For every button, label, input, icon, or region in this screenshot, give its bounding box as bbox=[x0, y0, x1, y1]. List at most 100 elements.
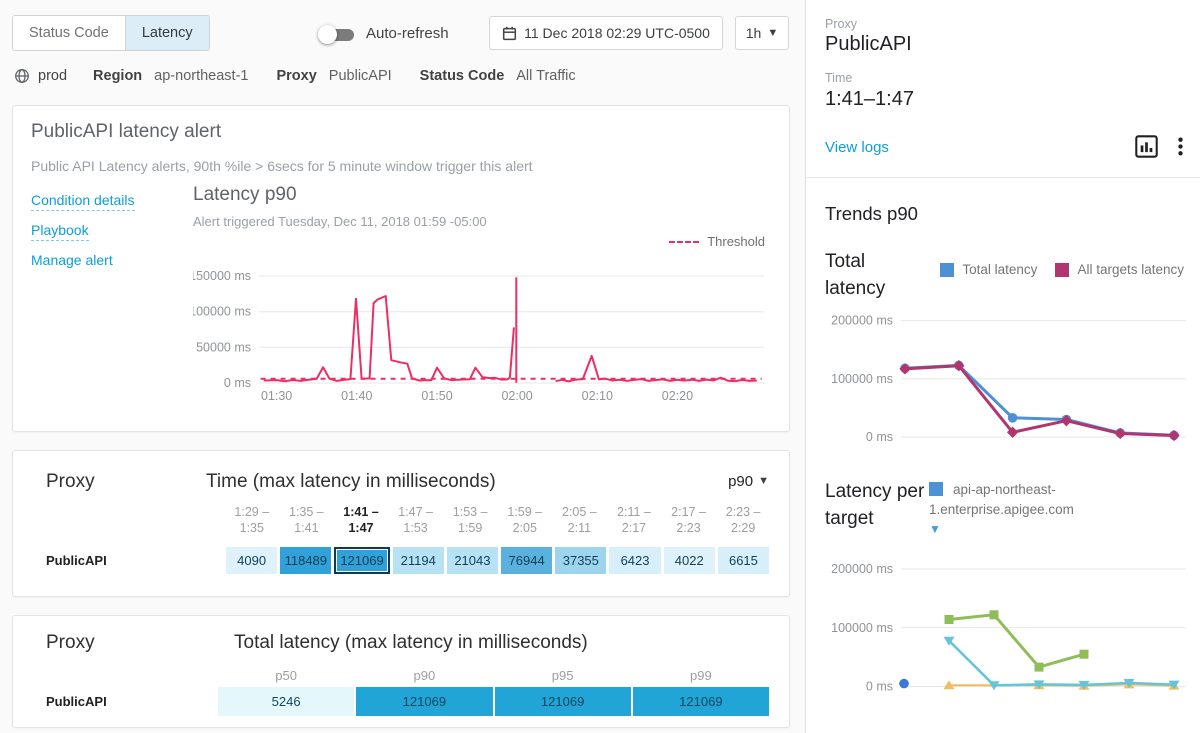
latency-heatmap-cell[interactable]: 6615 bbox=[717, 547, 770, 574]
detail-side-panel: Proxy PublicAPI Time 1:41–1:47 View logs… bbox=[805, 0, 1200, 733]
link-condition-details[interactable]: Condition details bbox=[31, 192, 135, 211]
proxy-label: Proxy bbox=[825, 17, 857, 31]
percentile-columns: p50 p90 p95 p99 bbox=[218, 668, 769, 683]
filter-bar: prod Region ap-northeast-1 Proxy PublicAPI S… bbox=[14, 64, 604, 88]
svg-text:02:10: 02:10 bbox=[582, 389, 613, 403]
view-tabs: Status Code Latency bbox=[12, 15, 210, 51]
alert-description: Public API Latency alerts, 90th %ile > 6… bbox=[31, 158, 533, 174]
alert-chart-subtitle: Alert triggered Tuesday, Dec 11, 2018 01… bbox=[193, 214, 487, 229]
percentile-header-p50: p50 bbox=[275, 668, 297, 683]
alert-title: PublicAPI latency alert bbox=[31, 121, 222, 142]
time-range-header[interactable]: 2:17 –2:23 bbox=[671, 505, 706, 535]
svg-text:0 ms: 0 ms bbox=[866, 680, 893, 694]
latency-p90-chart[interactable]: 0 ms 50000 ms 100000 ms 150000 ms 01:30 01:40… bbox=[193, 252, 778, 414]
filter-value-status-code[interactable]: All Traffic bbox=[516, 68, 576, 84]
total-table-title: Total latency (max latency in millisecon… bbox=[234, 632, 588, 653]
interval-value: 1h bbox=[745, 25, 762, 41]
target-legend: api-ap-northeast-1.enterprise.apigee.com bbox=[929, 480, 1181, 520]
svg-text:01:50: 01:50 bbox=[421, 389, 452, 403]
trends-title: Trends p90 bbox=[825, 203, 918, 224]
latency-heatmap-cell[interactable]: 21194 bbox=[392, 547, 444, 574]
proxy-row-label: PublicAPI bbox=[46, 694, 107, 709]
view-logs-link[interactable]: View logs bbox=[825, 139, 889, 156]
svg-text:01:40: 01:40 bbox=[341, 389, 372, 403]
time-range-header[interactable]: 2:11 –2:17 bbox=[617, 505, 651, 535]
environment-value[interactable]: prod bbox=[38, 68, 68, 84]
latency-heatmap-cell[interactable]: 21043 bbox=[446, 547, 499, 574]
time-latency-card: Proxy Time (max latency in milliseconds)… bbox=[12, 450, 790, 597]
time-range-header[interactable]: 2:05 –2:11 bbox=[561, 505, 597, 535]
total-cells: 5246 121069 121069 121069 bbox=[218, 687, 769, 716]
latency-heatmap-cell[interactable]: 4022 bbox=[663, 547, 715, 574]
proxy-value: PublicAPI bbox=[825, 33, 912, 55]
svg-text:200000 ms: 200000 ms bbox=[831, 562, 893, 576]
latency-heatmap-cell[interactable]: 76944 bbox=[501, 547, 553, 574]
interval-dropdown[interactable]: 1h ▼ bbox=[735, 16, 789, 50]
calendar-icon bbox=[503, 26, 517, 40]
tab-latency[interactable]: Latency bbox=[124, 16, 209, 50]
chevron-down-icon: ▼ bbox=[767, 26, 779, 39]
total-latency-cell[interactable]: 121069 bbox=[494, 687, 631, 716]
date-range-button[interactable]: 11 Dec 2018 02:29 UTC-0500 bbox=[489, 16, 723, 50]
latency-per-target-chart[interactable]: 0 ms 100000 ms 200000 ms bbox=[821, 550, 1196, 710]
divider bbox=[806, 177, 1200, 178]
time-range-header[interactable]: 1:53 –1:59 bbox=[452, 505, 488, 535]
total-latency-cell[interactable]: 5246 bbox=[218, 687, 355, 716]
filter-value-proxy[interactable]: PublicAPI bbox=[328, 68, 392, 84]
svg-text:150000 ms: 150000 ms bbox=[193, 269, 251, 283]
filter-label-status-code: Status Code bbox=[419, 68, 505, 84]
alert-chart-title: Latency p90 bbox=[193, 184, 297, 205]
filter-label-region: Region bbox=[93, 68, 143, 84]
time-range-header[interactable]: 2:23 –2:29 bbox=[725, 505, 761, 535]
svg-text:01:30: 01:30 bbox=[261, 389, 292, 403]
percentile-header-p90: p90 bbox=[413, 668, 436, 683]
svg-text:200000 ms: 200000 ms bbox=[831, 314, 893, 328]
total-latency-card: Proxy Total latency (max latency in mill… bbox=[12, 615, 790, 728]
alert-card: PublicAPI latency alert Public API Laten… bbox=[12, 105, 790, 432]
tab-status-code[interactable]: Status Code bbox=[13, 16, 125, 50]
link-manage-alert[interactable]: Manage alert bbox=[31, 252, 113, 268]
percentile-header-p95: p95 bbox=[551, 668, 574, 683]
date-range-value: 11 Dec 2018 02:29 UTC-0500 bbox=[524, 25, 710, 41]
time-cells: 4090 118489 121069 21194 21043 76944 37355 6423… bbox=[226, 547, 770, 574]
total-latency-cell[interactable]: 121069 bbox=[356, 687, 493, 716]
percentile-dropdown[interactable]: p90 ▼ bbox=[728, 473, 769, 490]
svg-text:100000 ms: 100000 ms bbox=[193, 305, 251, 319]
latency-heatmap-cell[interactable]: 4090 bbox=[226, 547, 278, 574]
svg-text:50000 ms: 50000 ms bbox=[196, 340, 251, 354]
total-latency-trend-chart[interactable]: 0 ms 100000 ms 200000 ms bbox=[821, 298, 1196, 463]
proxy-column-header: Proxy bbox=[46, 632, 95, 653]
latency-heatmap-cell[interactable]: 6423 bbox=[609, 547, 661, 574]
svg-text:100000 ms: 100000 ms bbox=[831, 621, 893, 635]
legend-item-all-targets-latency: All targets latency bbox=[1055, 262, 1184, 277]
latency-heatmap-cell[interactable]: 118489 bbox=[280, 547, 332, 574]
proxy-column-header: Proxy bbox=[46, 471, 95, 492]
link-playbook[interactable]: Playbook bbox=[31, 222, 89, 241]
latency-heatmap-cell[interactable]: 37355 bbox=[555, 547, 607, 574]
kebab-menu-button[interactable] bbox=[1168, 134, 1193, 162]
threshold-legend: Threshold bbox=[669, 234, 765, 249]
trends-legend: Total latency All targets latency bbox=[940, 262, 1184, 277]
target-legend-label: api-ap-northeast-1.enterprise.apigee.com bbox=[929, 482, 1074, 517]
auto-refresh-toggle[interactable] bbox=[318, 25, 356, 44]
time-range-header[interactable]: 1:41 –1:47 bbox=[343, 505, 379, 535]
legend-item-total-latency: Total latency bbox=[940, 262, 1037, 277]
time-range-header[interactable]: 1:59 –2:05 bbox=[507, 505, 543, 535]
bar-chart-button[interactable] bbox=[1134, 134, 1159, 162]
legend-label: Total latency bbox=[962, 262, 1038, 277]
filter-value-region[interactable]: ap-northeast-1 bbox=[154, 68, 249, 84]
svg-text:02:20: 02:20 bbox=[662, 389, 693, 403]
legend-label: All targets latency bbox=[1077, 262, 1184, 277]
time-label: Time bbox=[825, 71, 853, 85]
legend-swatch bbox=[1055, 262, 1070, 277]
chevron-down-icon: ▼ bbox=[758, 475, 769, 487]
time-range-header[interactable]: 1:35 –1:41 bbox=[289, 505, 324, 535]
total-latency-cell[interactable]: 121069 bbox=[632, 687, 769, 716]
time-range-header[interactable]: 1:29 –1:35 bbox=[234, 505, 270, 535]
target-legend-dropdown[interactable]: ▼ bbox=[929, 522, 941, 536]
latency-heatmap-cell[interactable]: 121069 bbox=[334, 547, 390, 574]
filter-label-proxy: Proxy bbox=[276, 68, 317, 84]
percentile-value: p90 bbox=[728, 473, 754, 490]
percentile-header-p99: p99 bbox=[690, 668, 712, 683]
time-range-header[interactable]: 1:47 –1:53 bbox=[398, 505, 433, 535]
